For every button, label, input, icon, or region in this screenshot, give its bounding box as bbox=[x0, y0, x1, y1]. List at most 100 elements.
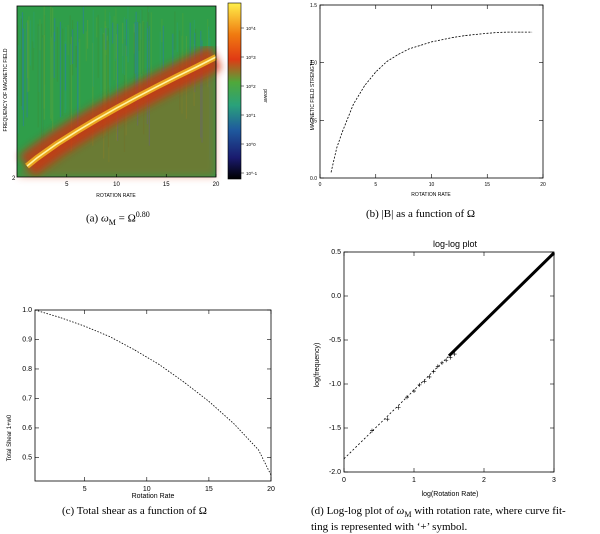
heat-streak bbox=[97, 14, 99, 78]
heat-streak bbox=[32, 41, 34, 71]
c-point bbox=[208, 401, 210, 402]
heat-streak bbox=[148, 12, 150, 107]
caption-a: (a) ωM = Ω0.80 bbox=[86, 208, 150, 229]
d-fit-plus bbox=[427, 374, 432, 379]
c-point bbox=[84, 325, 85, 327]
colorbar-tick-label: 10^1 bbox=[246, 113, 256, 118]
colorbar-tick-label: 10^0 bbox=[246, 142, 256, 147]
heat-streak bbox=[100, 28, 102, 122]
heat-streak bbox=[107, 28, 109, 148]
heat-streak bbox=[159, 31, 161, 82]
y-tick-label: -0.5 bbox=[329, 337, 341, 344]
b-point bbox=[336, 147, 338, 149]
d-fit-plus bbox=[431, 369, 436, 374]
a-x-tick-label: 15 bbox=[163, 182, 170, 188]
b-point bbox=[520, 31, 521, 33]
chart-d: log-log plot 0 1 2 3-2.0-1.5-1.0-0.50.00.5 … bbox=[314, 239, 556, 498]
b-point bbox=[364, 85, 365, 87]
d-fit-plus bbox=[422, 379, 427, 384]
heat-streak bbox=[127, 28, 129, 63]
heat-streak bbox=[67, 24, 69, 56]
heat-streak bbox=[123, 17, 126, 76]
c-point bbox=[158, 364, 160, 365]
colorbar-tick-label: 10^2 bbox=[246, 84, 256, 89]
caption-a-prefix: (a) bbox=[86, 212, 101, 225]
y-tick-label: 0.8 bbox=[22, 366, 32, 373]
heat-streak bbox=[92, 9, 94, 87]
heat-streak bbox=[70, 36, 73, 152]
heat-streak bbox=[136, 22, 139, 126]
heat-streak bbox=[85, 31, 87, 62]
heat-streak bbox=[142, 20, 144, 74]
heat-streak bbox=[17, 45, 19, 134]
colorbar-label: power bbox=[262, 89, 268, 103]
heat-streak bbox=[52, 8, 54, 132]
x-tick-label: 10 bbox=[429, 182, 435, 188]
y-tick-label: 0.9 bbox=[22, 336, 32, 343]
heat-streak bbox=[143, 21, 145, 135]
heat-streak bbox=[104, 9, 106, 137]
caption-d-omega: ω bbox=[396, 505, 405, 517]
d-fit-plus bbox=[370, 428, 374, 433]
heat-streak bbox=[26, 22, 28, 118]
b-point bbox=[397, 54, 399, 55]
heat-streak bbox=[115, 8, 117, 59]
c-ylabel: Total Shear 1+w0 bbox=[7, 414, 13, 461]
c-point bbox=[258, 449, 259, 451]
caption-a-sup: 0.80 bbox=[135, 210, 150, 219]
b-point bbox=[342, 131, 343, 133]
d-fit-plus bbox=[405, 395, 409, 400]
heat-streak bbox=[27, 20, 29, 79]
d-fit-plus bbox=[452, 352, 457, 357]
c-xlabel: Rotation Rate bbox=[132, 493, 175, 500]
heat-streak bbox=[102, 34, 104, 139]
heat-streak bbox=[19, 15, 21, 50]
heat-streak bbox=[176, 22, 178, 52]
y-tick-label: -1.5 bbox=[329, 425, 341, 432]
heat-streak bbox=[105, 27, 107, 50]
heat-streak bbox=[96, 17, 98, 38]
d-fit-plus bbox=[435, 364, 440, 369]
heat-streak bbox=[112, 22, 114, 44]
b-point bbox=[386, 61, 388, 62]
heat-streak bbox=[69, 15, 71, 118]
caption-a-sub: M bbox=[108, 217, 116, 227]
x-tick-label: 0 bbox=[342, 477, 346, 484]
heat-streak bbox=[150, 12, 152, 94]
heat-streak bbox=[133, 32, 135, 107]
heat-streak bbox=[122, 22, 124, 57]
d-data-thin bbox=[343, 355, 450, 460]
x-tick-label: 20 bbox=[540, 182, 546, 188]
heat-streak bbox=[71, 29, 74, 64]
chart-c: 5 10 15 200.50.60.70.80.91.0 Rotation Rate … bbox=[7, 307, 275, 500]
a-xlabel: ROTATION RATE bbox=[96, 193, 136, 199]
caption-a-omega: ω bbox=[100, 212, 109, 225]
b-point bbox=[375, 71, 377, 73]
d-fit-plus bbox=[444, 358, 449, 363]
b-point bbox=[353, 103, 354, 105]
d-fit-plus bbox=[440, 360, 444, 365]
c-point bbox=[270, 474, 272, 476]
heat-streak bbox=[194, 28, 197, 59]
heat-streak bbox=[56, 27, 59, 82]
heat-streak bbox=[41, 23, 43, 149]
heat-streak bbox=[50, 37, 53, 121]
y-tick-label: -2.0 bbox=[329, 469, 341, 476]
c-point bbox=[134, 349, 135, 351]
caption-c: (c) Total shear as a function of Ω bbox=[62, 505, 207, 517]
d-data-dense bbox=[447, 251, 556, 357]
caption-b: (b) |B| as a function of Ω bbox=[366, 208, 476, 220]
heat-streak bbox=[20, 18, 23, 107]
b-point bbox=[420, 45, 421, 46]
heat-streak bbox=[39, 19, 41, 51]
b-point bbox=[464, 35, 466, 36]
caption-d-pre: (d) Log-log plot of bbox=[311, 505, 397, 517]
heat-streak bbox=[138, 21, 140, 51]
b-point bbox=[486, 32, 488, 34]
d-xlabel: log(Rotation Rate) bbox=[422, 491, 479, 498]
x-tick-label: 0 bbox=[319, 182, 322, 188]
heat-streak bbox=[92, 42, 94, 146]
heat-streak bbox=[139, 23, 141, 94]
b-point bbox=[431, 41, 432, 43]
y-tick-label: 0.5 bbox=[22, 454, 32, 461]
